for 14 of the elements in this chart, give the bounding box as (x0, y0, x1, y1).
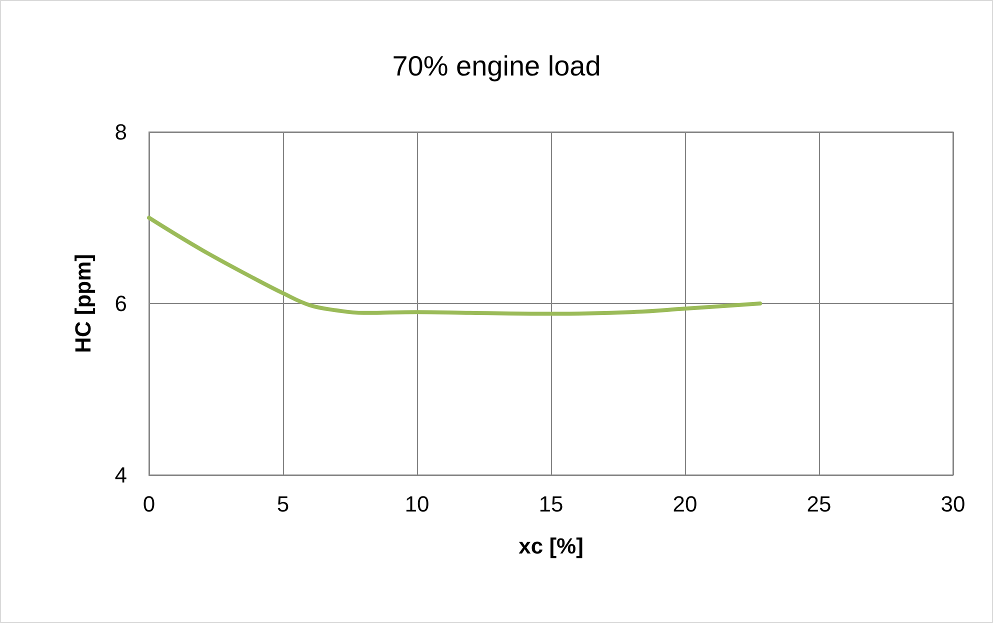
y-tick-label: 8 (114, 120, 127, 144)
x-axis-title: xc [%] (518, 534, 584, 558)
x-tick-label: 0 (142, 492, 156, 516)
line-series (147, 216, 762, 316)
x-tick-label: 10 (404, 492, 430, 516)
y-axis-title: HC [ppm] (70, 254, 96, 353)
x-tick-label: 30 (940, 492, 966, 516)
y-tick-label: 6 (114, 291, 127, 316)
x-tick-label: 25 (806, 492, 832, 516)
x-tick-label: 20 (672, 492, 698, 516)
x-tick-label: 5 (276, 492, 290, 516)
x-tick-label: 15 (538, 492, 564, 516)
chart-title: 70% engine load (392, 50, 601, 82)
y-tick-label: 4 (114, 462, 127, 488)
